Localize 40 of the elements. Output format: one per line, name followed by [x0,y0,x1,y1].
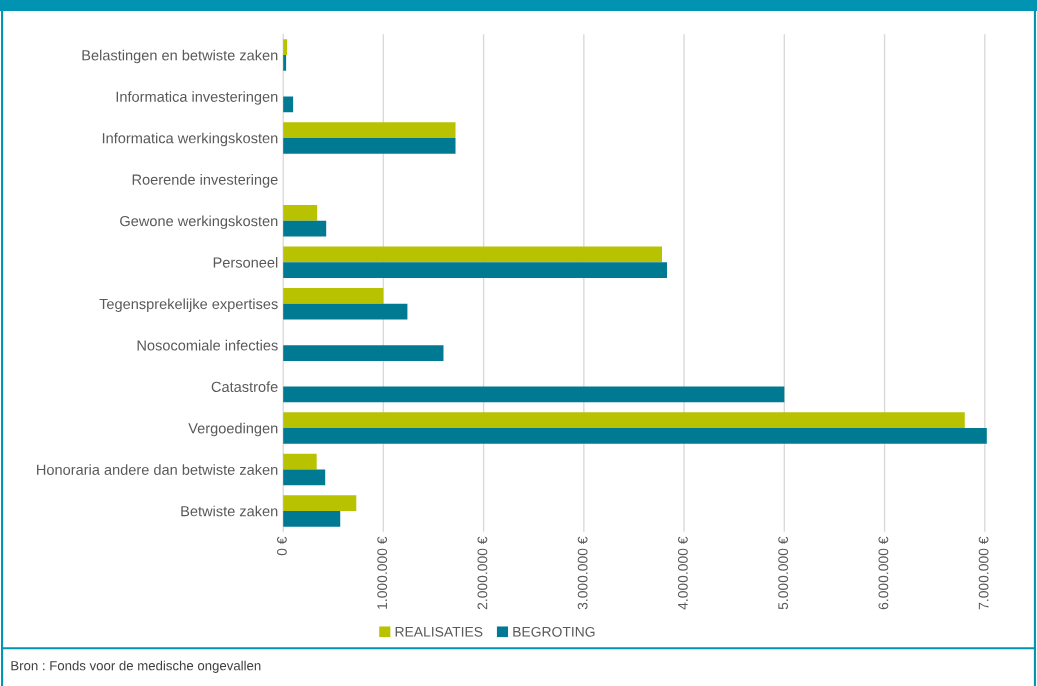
y-tick-label: Personeel [213,256,278,268]
bar [283,220,327,237]
bar [283,122,456,138]
y-tick-label: Betwiste zaken [181,505,278,517]
bar [283,469,326,486]
bar [283,137,456,154]
legend-label: BEGROTING [513,626,595,637]
bar [283,96,294,113]
x-tick-label: 2.000.000 € [477,536,488,610]
y-tick-label: Catastrofe [211,381,278,393]
x-tick-label: 7.000.000 € [978,536,989,610]
y-tick-label: Belastingen en betwiste zaken [82,49,278,64]
bar [283,428,987,444]
x-tick-label: 5.000.000 € [778,536,789,610]
x-tick-label: 1.000.000 € [377,536,388,609]
y-tick-label: Informatica werkingskosten [102,132,278,147]
y-tick-label: Nosocomiale infecties [137,339,278,351]
bar [283,345,444,361]
y-tick-label: Honoraria andere dan betwiste zaken [37,464,278,475]
bar [283,262,668,278]
y-tick-label: Gewone werkingskosten [120,215,278,230]
y-tick-label: Roerende investeringe [132,174,278,188]
x-tick-label: 4.000.000 € [677,536,688,610]
y-tick-label: Informatica investeringen [116,91,278,105]
x-tick-label: 0 € [276,536,287,556]
bar [283,246,663,263]
x-tick-label: 6.000.000 € [878,536,889,610]
bar [283,303,408,320]
legend-label: REALISATIES [395,626,483,637]
bar [283,412,965,429]
bar [283,495,357,511]
y-tick-label: Vergoedingen [188,422,278,437]
y-tick-label: Tegensprekelijke expertises [99,298,278,313]
bar [283,287,384,304]
bar [283,386,785,403]
text: Bron : Fonds voor de medische ongevallen [11,660,261,673]
bar [283,205,318,221]
x-tick-label: 3.000.000 € [577,536,588,610]
bar [283,510,341,527]
bar [283,453,317,470]
